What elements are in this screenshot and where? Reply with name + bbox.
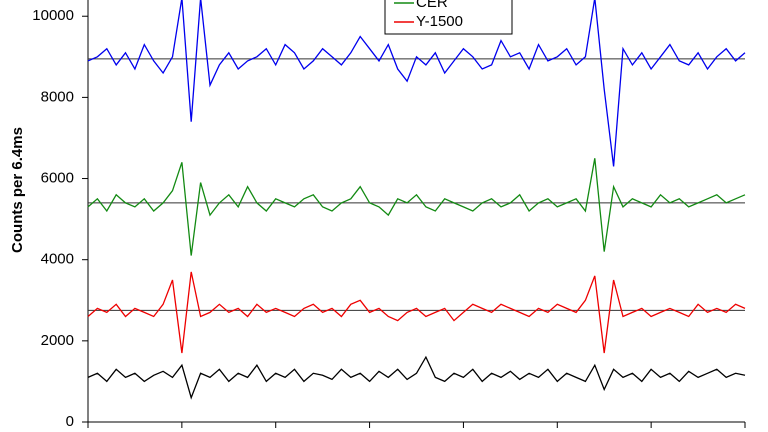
- legend-box: [384, 0, 513, 35]
- y-tick-label: 6000: [41, 170, 74, 187]
- y-tick-label: 0: [66, 413, 74, 430]
- series-line: [87, 158, 746, 256]
- y-tick-label: 8000: [41, 88, 74, 105]
- y-tick-label: 2000: [41, 332, 74, 349]
- series-line: [87, 0, 746, 167]
- y-tick-label: 10000: [32, 7, 74, 24]
- legend-label: Y-1500: [416, 13, 463, 30]
- y-axis-label: Counts per 6.4ms: [9, 127, 26, 253]
- series-line: [87, 355, 746, 400]
- legend-label: CER: [416, 0, 448, 11]
- y-tick-label: 4000: [41, 251, 74, 268]
- series-line: [87, 271, 746, 354]
